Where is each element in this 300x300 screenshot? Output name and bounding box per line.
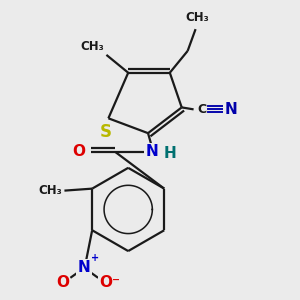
Text: H: H [164,146,176,161]
Text: O: O [72,145,85,160]
Text: S: S [99,123,111,141]
Text: O⁻: O⁻ [100,275,121,290]
Text: CH₃: CH₃ [186,11,209,24]
Text: O: O [56,275,69,290]
Text: N: N [78,260,91,275]
Text: CH₃: CH₃ [39,184,62,197]
Text: N: N [146,145,158,160]
Text: N: N [225,102,238,117]
Text: +: + [91,253,99,263]
Text: C: C [197,103,206,116]
Text: CH₃: CH₃ [81,40,104,53]
